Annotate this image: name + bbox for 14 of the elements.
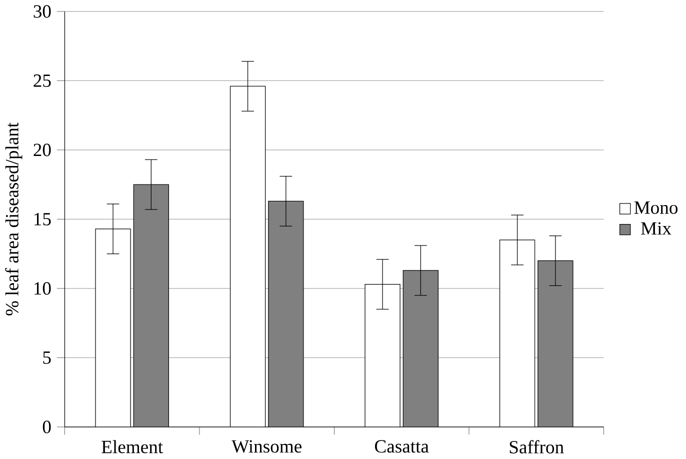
x-tick-label: Casatta [374,440,429,453]
y-tick-label: 30 [34,5,51,18]
y-tick-label: 25 [34,74,51,88]
y-tick-label: 5 [43,352,51,364]
legend-label: Mono [634,202,678,214]
legend-label: Mix [641,222,672,235]
x-tick-label: Winsome [232,440,302,453]
x-tick-label: Saffron [510,440,564,454]
y-tick-label: 20 [34,144,51,156]
y-tick-label: 10 [34,282,51,295]
y-tick-label: 0 [42,420,51,434]
y-axis-title: % leaf area diseased/plant [5,122,22,316]
y-tick-label: 15 [34,213,51,226]
x-tick-label: Element [102,440,163,454]
